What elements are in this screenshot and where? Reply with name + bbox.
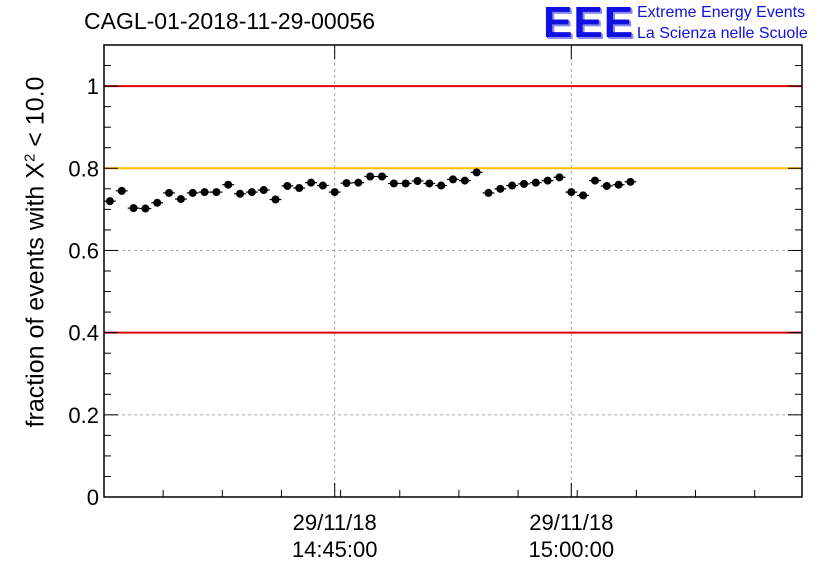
data-point (176, 195, 185, 204)
data-point (614, 180, 623, 189)
data-point (247, 188, 256, 197)
y-tick-label: 1 (87, 74, 99, 99)
data-point (555, 173, 564, 182)
data-point (472, 168, 481, 177)
data-point (212, 188, 221, 197)
data-point (117, 186, 126, 195)
data-point (449, 175, 457, 184)
data-point (271, 195, 280, 204)
data-point (366, 172, 375, 181)
data-point (354, 178, 363, 187)
data-point (519, 179, 528, 188)
data-point (401, 179, 410, 188)
data-point (508, 181, 517, 190)
data-point (378, 172, 387, 181)
data-point (437, 181, 446, 190)
data-point (141, 204, 150, 213)
data-point (342, 179, 351, 188)
data-point (283, 181, 292, 190)
data-point (129, 204, 138, 213)
data-point (413, 177, 422, 186)
y-tick-label: 0.4 (68, 321, 99, 346)
data-point (105, 197, 114, 206)
data-point (496, 184, 505, 193)
data-point (567, 188, 576, 197)
data-point (236, 189, 245, 198)
data-point (484, 188, 493, 197)
y-tick-label: 0.6 (68, 238, 99, 263)
y-tick-label: 0.2 (68, 403, 99, 428)
data-point (389, 179, 398, 188)
x-tick-time: 14:45:00 (292, 537, 378, 562)
data-point (165, 188, 174, 197)
data-point (259, 186, 268, 195)
data-point (602, 181, 611, 190)
data-point (590, 176, 599, 185)
data-point (460, 176, 469, 185)
logo-tagline-1: Extreme Energy Events (637, 4, 806, 21)
y-tick-label: 0.8 (68, 156, 99, 181)
x-tick-date: 29/11/18 (293, 510, 377, 535)
data-point (295, 183, 304, 192)
data-point (531, 178, 540, 187)
y-tick-label: 0 (87, 485, 99, 510)
data-point (626, 177, 635, 186)
data-point (318, 181, 327, 190)
data-point (200, 188, 209, 197)
data-point (153, 198, 162, 207)
x-tick-time: 15:00:00 (528, 537, 614, 562)
eee-logo: EEE (543, 0, 635, 47)
x-tick-date: 29/11/18 (529, 510, 613, 535)
data-point (579, 191, 588, 200)
data-point (307, 178, 316, 187)
data-point (224, 180, 233, 189)
y-axis-label: fraction of events with X2 < 10.0 (21, 76, 50, 428)
plot-frame (103, 44, 803, 498)
data-point (188, 188, 197, 197)
logo-tagline-2: La Scienza nelle Scuole (637, 25, 808, 42)
data-point (425, 179, 434, 188)
data-point (330, 188, 339, 197)
data-point (543, 176, 552, 185)
run-title: CAGL-01-2018-11-29-00056 (84, 8, 376, 34)
